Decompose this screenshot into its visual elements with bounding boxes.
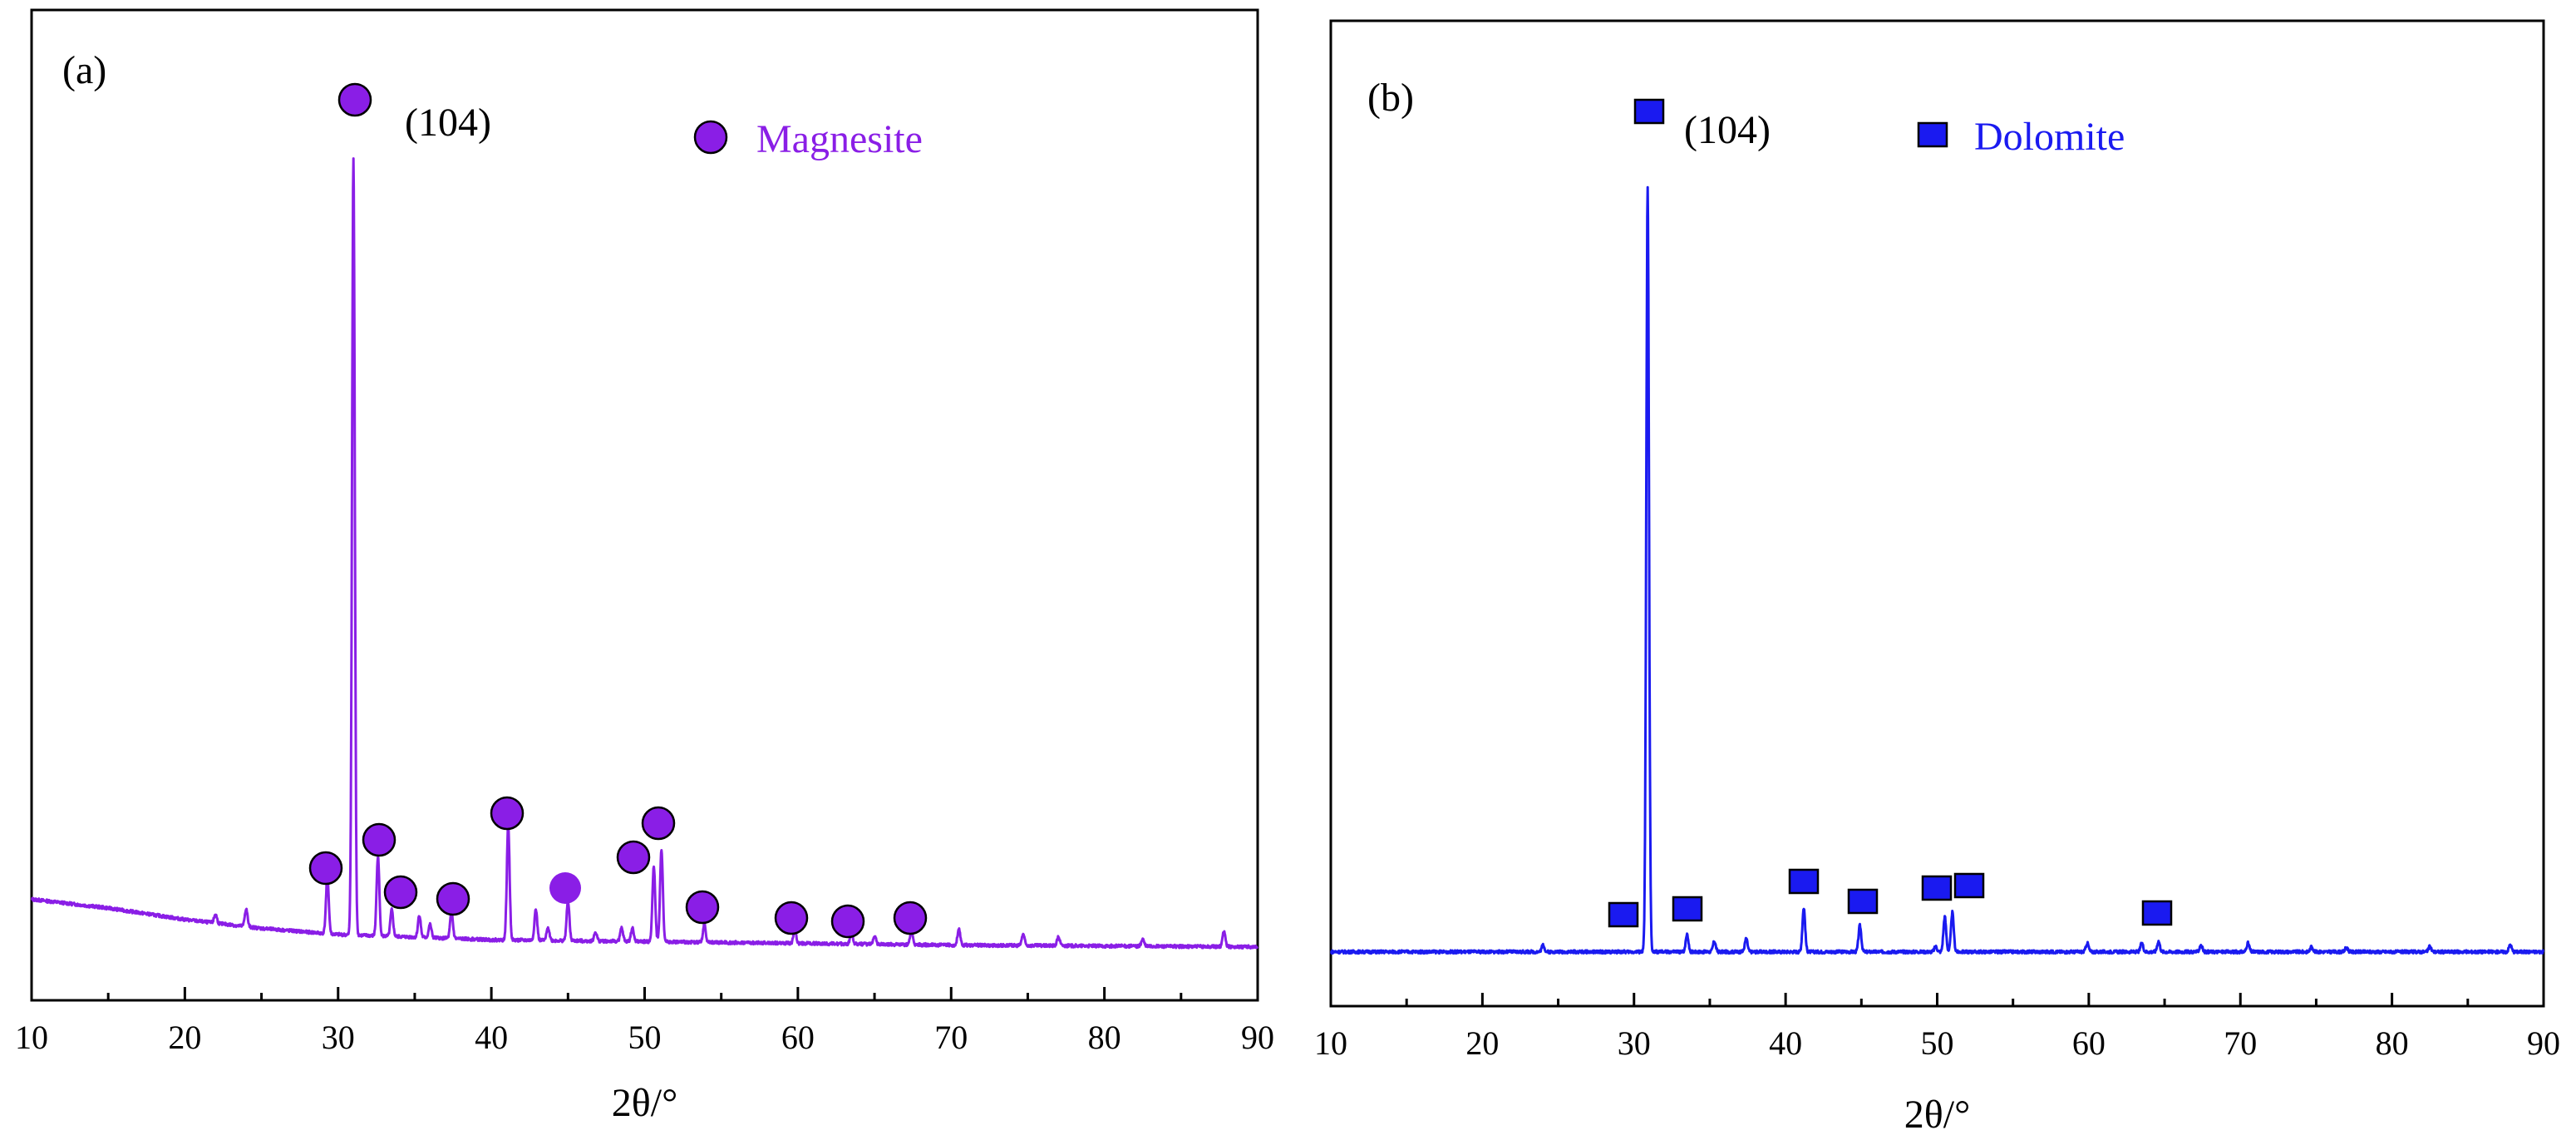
magnesite-peak-marker bbox=[490, 796, 525, 831]
panel-label: (b) bbox=[1367, 76, 1414, 120]
dolomite-peak-marker bbox=[1608, 901, 1639, 928]
x-tick-label: 10 bbox=[1314, 1024, 1347, 1062]
x-tick-label: 30 bbox=[322, 1019, 355, 1056]
peak-markers bbox=[308, 82, 928, 939]
magnesite-peak-marker bbox=[774, 901, 809, 935]
panel-a-magnesite: 10 20 30 40 50 60 70 80 90 (a) (104) Magnesite 2… bbox=[15, 8, 1274, 1125]
x-tick-label: 60 bbox=[2072, 1024, 2106, 1062]
tick-marks bbox=[1329, 993, 2545, 1006]
x-tick-label: 40 bbox=[1769, 1024, 1802, 1062]
legend: Dolomite bbox=[1917, 115, 2125, 159]
peak-markers bbox=[1608, 98, 2173, 928]
panel-label: (a) bbox=[62, 48, 106, 92]
x-tick-label: 20 bbox=[1465, 1024, 1499, 1062]
legend-square-marker bbox=[1917, 121, 1948, 148]
dolomite-peak-marker bbox=[1953, 872, 1985, 899]
x-tick-label: 50 bbox=[1921, 1024, 1954, 1062]
x-tick-label: 80 bbox=[2376, 1024, 2409, 1062]
magnesite-peak-marker bbox=[685, 890, 720, 925]
magnesite-peak-marker bbox=[641, 806, 676, 841]
dolomite-peak-marker bbox=[1672, 896, 1703, 922]
magnesite-peak-marker bbox=[337, 82, 372, 117]
tick-marks bbox=[30, 987, 1259, 1000]
x-tick-label: 90 bbox=[1241, 1019, 1274, 1056]
x-tick-label: 90 bbox=[2527, 1024, 2560, 1062]
dolomite-peak-marker bbox=[1847, 888, 1879, 915]
magnesite-peak-marker bbox=[893, 901, 928, 935]
dolomite-peak-marker bbox=[2141, 900, 2173, 926]
dolomite-peak-marker bbox=[1633, 98, 1665, 125]
x-axis-title: 2θ/° bbox=[612, 1081, 678, 1125]
panel-b-dolomite: 10 20 30 40 50 60 70 80 90 (b) (104) Dolomite 2θ… bbox=[1314, 19, 2560, 1137]
magnesite-peak-marker bbox=[549, 872, 581, 904]
xrd-trace bbox=[1330, 185, 2544, 955]
peak-annotation-104: (104) bbox=[405, 101, 491, 145]
legend: Magnesite bbox=[693, 117, 923, 161]
magnesite-peak-marker bbox=[362, 822, 396, 857]
magnesite-peak-marker bbox=[383, 875, 418, 910]
x-axis-title: 2θ/° bbox=[1904, 1093, 1971, 1137]
peak-annotation-104: (104) bbox=[1684, 108, 1771, 152]
x-tick-label: 50 bbox=[628, 1019, 662, 1056]
x-tick-label: 70 bbox=[934, 1019, 968, 1056]
x-tick-labels: 10 20 30 40 50 60 70 80 90 bbox=[15, 1019, 1274, 1056]
x-tick-label: 20 bbox=[168, 1019, 201, 1056]
x-tick-label: 10 bbox=[15, 1019, 48, 1056]
magnesite-peak-marker bbox=[616, 840, 651, 875]
legend-circle-marker bbox=[693, 120, 728, 155]
x-tick-label: 30 bbox=[1618, 1024, 1651, 1062]
plot-frame bbox=[1329, 19, 2545, 1008]
magnesite-peak-marker bbox=[308, 851, 343, 886]
dolomite-peak-marker bbox=[1921, 875, 1953, 901]
legend-label: Dolomite bbox=[1974, 115, 2125, 159]
xrd-trace bbox=[30, 157, 1258, 950]
x-tick-label: 80 bbox=[1088, 1019, 1121, 1056]
x-tick-label: 70 bbox=[2224, 1024, 2257, 1062]
x-tick-label: 40 bbox=[475, 1019, 508, 1056]
x-tick-labels: 10 20 30 40 50 60 70 80 90 bbox=[1314, 1024, 2560, 1062]
magnesite-peak-marker bbox=[830, 904, 865, 939]
x-tick-label: 60 bbox=[781, 1019, 815, 1056]
legend-label: Magnesite bbox=[756, 117, 923, 161]
magnesite-peak-marker bbox=[436, 881, 470, 916]
dolomite-peak-marker bbox=[1788, 868, 1820, 895]
